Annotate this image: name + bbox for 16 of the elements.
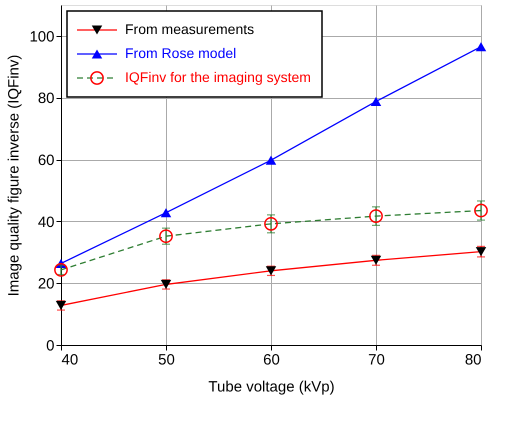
y-tick-label: 40 <box>38 214 54 231</box>
x-axis-title: Tube voltage (kVp) <box>208 378 335 396</box>
legend-label: From measurements <box>125 21 254 37</box>
y-tick-label: 20 <box>38 276 54 293</box>
y-tick-label: 0 <box>46 338 54 354</box>
x-tick-label: 60 <box>263 352 280 368</box>
legend-label: IQFinv for the imaging system <box>125 69 311 85</box>
x-tick-label: 40 <box>62 352 78 368</box>
y-tick-label: 80 <box>38 90 54 108</box>
x-tick-label: 50 <box>158 352 175 368</box>
y-axis-title: Image quality figure inverse (IQFinv) <box>5 54 22 296</box>
x-tick-label: 80 <box>464 352 482 368</box>
x-tick-label: 70 <box>368 352 385 368</box>
y-tick-label: 100 <box>29 28 54 46</box>
y-tick-label: 60 <box>38 152 54 170</box>
legend-label: From Rose model <box>125 45 236 61</box>
